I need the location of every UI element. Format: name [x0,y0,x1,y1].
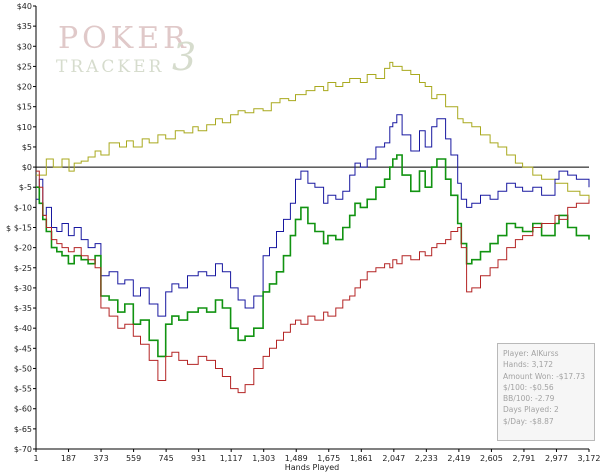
y-tick-label: $-20 [14,244,32,253]
x-tick-label: 2,605 [480,454,503,463]
x-tick-label: 2,977 [545,454,568,463]
y-tick-label: $10 [17,123,32,132]
y-tick-label: $-10 [14,203,32,212]
y-tick-label: $-50 [14,364,32,373]
x-tick-label: 373 [93,454,108,463]
y-tick-label: $40 [17,2,32,11]
stats-per-100: $/100: -$0.56 [503,382,554,392]
y-tick-label: $-35 [14,304,32,313]
y-tick-label: $-15 [14,224,32,233]
series-line-3 [36,154,590,358]
watermark-line1: POKER [58,21,190,56]
stats-player: Player: AlKurss [503,349,559,358]
x-tick-label: 1,675 [317,454,340,463]
y-tick-label: $35 [17,22,32,31]
x-axis-ticks: 1 187 373 559 745 931 1,117 1,303 1,489 1,675 1,86… [33,449,600,463]
watermark-line2: TRACKER [56,57,164,77]
stats-box: Player: AlKurss Hands: 3,172 Amount Won:… [497,343,595,441]
x-tick-label: 931 [191,454,206,463]
y-tick-label: $-25 [14,264,32,273]
y-axis-title: $ [6,224,11,233]
stats-amount-won: Amount Won: -$17.73 [503,371,586,381]
x-tick-label: 1,861 [350,454,373,463]
y-tick-label: $-70 [14,445,32,454]
stats-bb-100: BB/100: -2.79 [503,394,555,404]
x-tick-label: 2,233 [415,454,438,463]
watermark-numeral: 3 [172,35,196,79]
y-tick-label: $-5 [19,183,32,192]
y-tick-label: $-30 [14,284,32,293]
x-tick-label: 3,172 [578,454,600,463]
y-tick-label: $25 [17,62,32,71]
x-tick-label: 1,303 [252,454,275,463]
x-axis-title: Hands Played [285,463,339,472]
y-tick-label: $5 [22,143,32,152]
x-tick-label: 187 [61,454,76,463]
poker-tracker-watermark: POKER TRACKER 3 [56,21,196,79]
y-tick-label: $15 [17,103,32,112]
y-tick-label: $-40 [14,324,32,333]
series-line-2 [36,114,590,317]
y-tick-label: $-60 [14,405,32,414]
x-tick-label: 1,489 [285,454,308,463]
series-line-4 [36,170,590,394]
x-tick-label: 1,117 [220,454,243,463]
y-axis-ticks: $40 $35 $30 $25 $20 $15 $10 $5 $0 $-5 $-10 $-15 $-20… [14,2,36,454]
y-tick-label: $20 [17,83,32,92]
stats-per-day: $/Day: -$8.87 [503,416,554,426]
x-tick-label: 745 [158,454,173,463]
y-tick-label: $-55 [14,385,32,394]
y-tick-label: $-45 [14,344,32,353]
y-tick-label: $-65 [14,425,32,434]
stats-days-played: Days Played: 2 [503,405,559,415]
x-tick-label: 559 [126,454,141,463]
x-tick-label: 2,791 [512,454,535,463]
x-tick-label: 2,419 [447,454,470,463]
series-layer [36,61,590,394]
x-tick-label: 2,047 [382,454,405,463]
y-tick-label: $30 [17,42,32,51]
x-tick-label: 1 [33,454,38,463]
stats-hands: Hands: 3,172 [503,360,554,370]
series-line-1 [36,61,590,200]
y-tick-label: $0 [22,163,32,172]
